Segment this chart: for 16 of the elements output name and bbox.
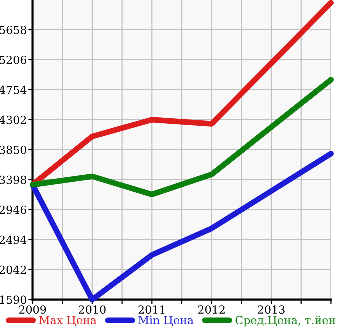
y-tick-label: 2946 xyxy=(0,206,27,214)
x-tick-label: 2012 xyxy=(198,306,225,314)
y-tick-label: 2042 xyxy=(0,266,26,274)
y-tick-label: 1590 xyxy=(0,296,26,304)
x-tick-label: 2009 xyxy=(19,306,46,314)
legend-label: Max Цена xyxy=(39,316,97,326)
legend-label: Сред.Цена, т.йен xyxy=(236,316,336,327)
y-tick-label: 3850 xyxy=(0,146,26,154)
y-tick-label: 5658 xyxy=(0,26,26,34)
y-tick-label: 5206 xyxy=(0,56,27,64)
x-tick-label: 2011 xyxy=(138,306,165,314)
x-tick-label: 2013 xyxy=(258,306,285,314)
y-tick-label: 3398 xyxy=(0,176,26,184)
legend-label: Min Цена xyxy=(138,316,194,326)
x-tick-label: 2010 xyxy=(79,306,106,314)
y-tick-label: 2494 xyxy=(0,236,27,244)
